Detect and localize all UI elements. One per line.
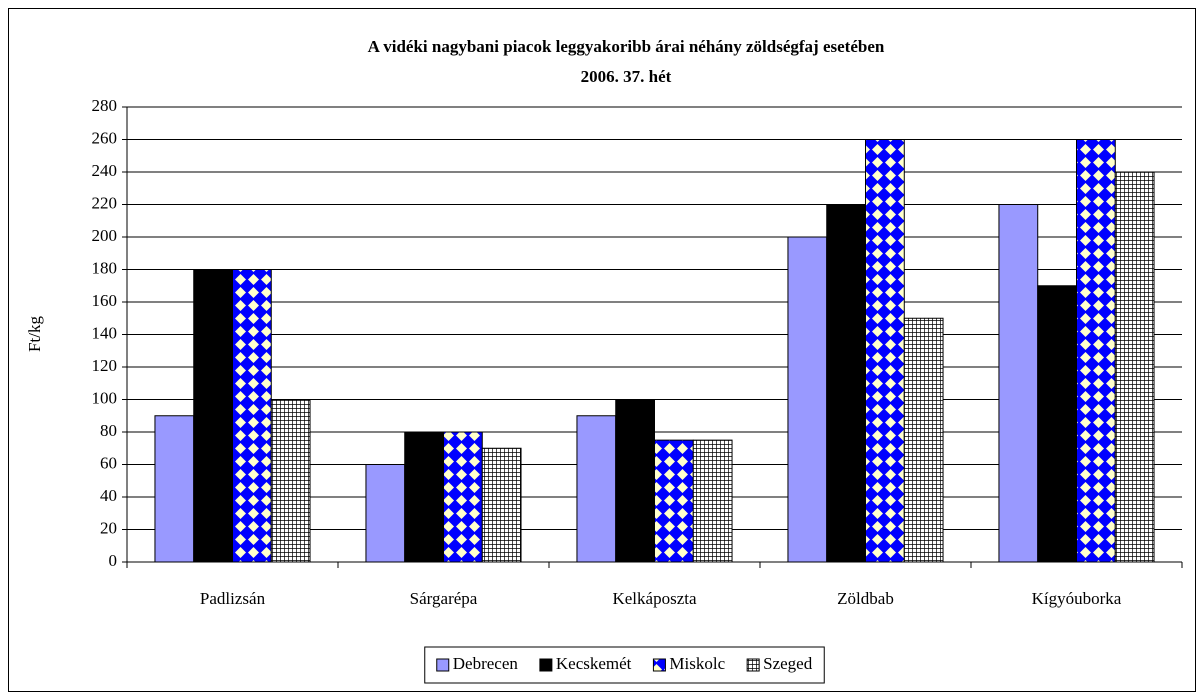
bar — [787, 236, 828, 563]
y-tick-label: 120 — [92, 356, 118, 375]
bar — [1037, 285, 1078, 563]
legend-swatch — [746, 658, 760, 672]
bar — [576, 415, 617, 563]
bar — [270, 399, 311, 563]
bar — [692, 439, 733, 563]
legend-swatch — [539, 658, 553, 672]
y-tick-label: 180 — [92, 258, 118, 277]
x-tick-label: Kelkáposzta — [612, 589, 696, 608]
legend-label: Szeged — [763, 654, 813, 673]
bar — [1114, 171, 1155, 563]
y-tick-label: 140 — [92, 323, 118, 342]
bar — [865, 139, 905, 563]
legend-swatch — [652, 658, 666, 672]
y-axis-label: Ft/kg — [25, 316, 44, 352]
x-tick-label: Padlizsán — [200, 589, 266, 608]
bar — [154, 415, 195, 563]
y-tick-label: 200 — [92, 226, 118, 245]
y-tick-label: 280 — [92, 96, 118, 115]
bar — [998, 204, 1039, 563]
chart-subtitle: 2006. 37. hét — [581, 67, 672, 86]
bar — [404, 431, 445, 563]
bar — [481, 447, 522, 563]
bar — [1076, 139, 1116, 563]
legend-label: Debrecen — [453, 654, 519, 673]
legend-label: Kecskemét — [556, 654, 632, 673]
bar — [826, 204, 867, 563]
bar — [903, 317, 944, 563]
x-tick-label: Kígyóuborka — [1032, 589, 1122, 608]
y-tick-label: 220 — [92, 193, 118, 212]
bar — [232, 269, 272, 563]
x-tick-label: Sárgarépa — [410, 589, 478, 608]
y-tick-label: 240 — [92, 161, 118, 180]
bar — [365, 464, 406, 563]
bar — [443, 431, 483, 563]
y-tick-label: 160 — [92, 291, 118, 310]
legend-swatch — [436, 658, 450, 672]
bar — [654, 439, 694, 563]
y-tick-label: 60 — [100, 453, 117, 472]
y-tick-label: 100 — [92, 388, 118, 407]
chart-title: A vidéki nagybani piacok leggyakoribb ár… — [368, 37, 885, 56]
y-tick-label: 260 — [92, 128, 118, 147]
y-tick-label: 20 — [100, 518, 117, 537]
bar — [615, 399, 656, 563]
x-tick-label: Zöldbab — [837, 589, 894, 608]
y-tick-label: 80 — [100, 421, 117, 440]
y-tick-label: 40 — [100, 486, 117, 505]
legend-label: Miskolc — [669, 654, 725, 673]
bar — [193, 269, 233, 563]
y-tick-label: 0 — [109, 551, 118, 570]
